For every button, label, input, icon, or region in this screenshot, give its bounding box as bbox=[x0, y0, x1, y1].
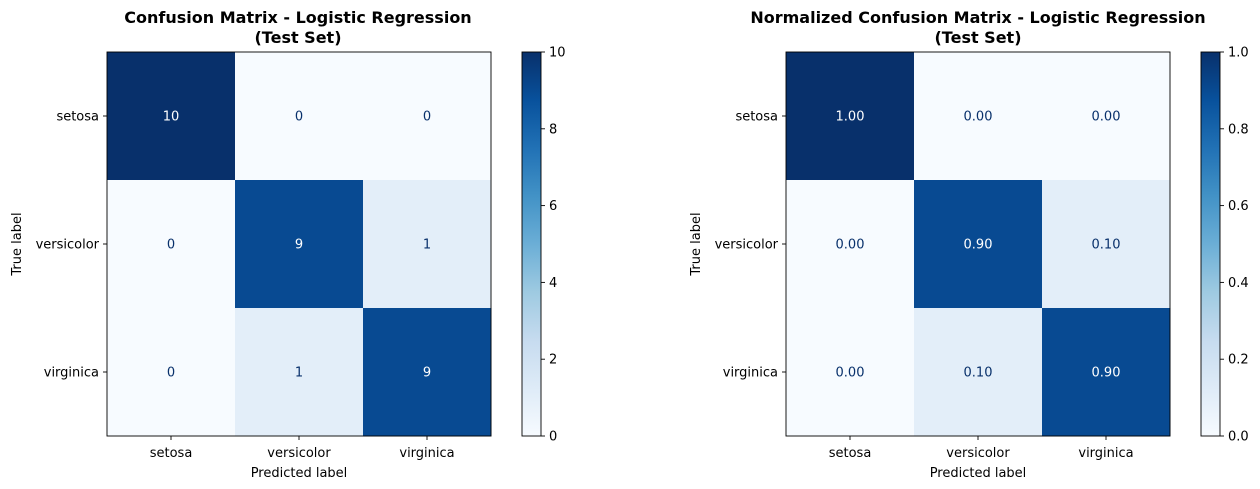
colorbar-tick-label: 10 bbox=[549, 46, 566, 61]
colorbar-frame bbox=[521, 51, 542, 437]
cell-value-label: 0 bbox=[167, 238, 175, 253]
matrix-cell-r0-c0 bbox=[107, 52, 236, 181]
cell-value-label: 0.00 bbox=[964, 110, 993, 125]
colorbar-tick-label: 0 bbox=[549, 430, 557, 445]
colorbar-tick-label: 0.0 bbox=[1228, 430, 1249, 445]
normalized-confusion-matrix-panel: 1.00 0.00 0.00 0.00 0.90 0.10 0.00 0.10 0.90 seto… bbox=[689, 8, 1249, 481]
matrix-cell-r0-c0 bbox=[786, 52, 915, 181]
cell-value-label: 1 bbox=[423, 238, 431, 253]
y-tick-label: setosa bbox=[735, 110, 778, 125]
chart-subtitle: (Test Set) bbox=[254, 28, 341, 47]
y-axis-label: True label bbox=[689, 212, 704, 276]
colorbar-tick-label: 2 bbox=[549, 353, 557, 368]
matrix-cell-r0-c1 bbox=[235, 52, 364, 181]
matrix-cell-r1-c2 bbox=[1042, 180, 1171, 309]
cell-value-label: 0.10 bbox=[1092, 238, 1121, 253]
cell-value-label: 0.00 bbox=[836, 366, 865, 381]
x-axis-label: Predicted label bbox=[930, 466, 1027, 481]
cell-value-label: 1.00 bbox=[836, 110, 865, 125]
matrix-cell-r1-c1 bbox=[914, 180, 1043, 309]
y-tick-label: versicolor bbox=[36, 238, 100, 253]
chart-title: Normalized Confusion Matrix - Logistic R… bbox=[750, 8, 1205, 27]
y-tick-label: versicolor bbox=[715, 238, 779, 253]
cell-value-label: 0.00 bbox=[1092, 110, 1121, 125]
matrix-cell-r2-c2 bbox=[363, 308, 492, 437]
colorbar-tick-label: 1.0 bbox=[1228, 46, 1249, 61]
colorbar bbox=[1201, 52, 1220, 436]
matrix-cell-r2-c0 bbox=[786, 308, 915, 437]
chart-subtitle: (Test Set) bbox=[934, 28, 1021, 47]
x-axis-label: Predicted label bbox=[251, 466, 348, 481]
colorbar bbox=[522, 52, 541, 436]
colorbar-tick-label: 0.6 bbox=[1228, 199, 1249, 214]
x-tick-label: setosa bbox=[829, 446, 872, 461]
matrix-cell-r1-c0 bbox=[107, 180, 236, 309]
matrix-cell-r0-c1 bbox=[914, 52, 1043, 181]
x-tick-label: versicolor bbox=[946, 446, 1010, 461]
matrix-cell-r1-c0 bbox=[786, 180, 915, 309]
cell-value-label: 0.90 bbox=[964, 238, 993, 253]
cell-value-label: 10 bbox=[163, 110, 180, 125]
cell-value-label: 1 bbox=[295, 366, 303, 381]
cell-value-label: 0 bbox=[167, 366, 175, 381]
y-tick-label: virginica bbox=[44, 366, 99, 381]
cell-value-label: 0 bbox=[423, 110, 431, 125]
cell-value-label: 0.00 bbox=[836, 238, 865, 253]
cell-value-label: 9 bbox=[295, 238, 303, 253]
y-tick-label: virginica bbox=[723, 366, 778, 381]
colorbar-tick-label: 0.4 bbox=[1228, 276, 1249, 291]
matrix-cell-r2-c1 bbox=[914, 308, 1043, 437]
matrix-cell-r0-c2 bbox=[1042, 52, 1171, 181]
colorbar-tick-label: 8 bbox=[549, 122, 557, 137]
x-tick-label: setosa bbox=[150, 446, 193, 461]
colorbar-tick-label: 6 bbox=[549, 199, 557, 214]
x-tick-label: virginica bbox=[399, 446, 454, 461]
matrix-cell-r2-c1 bbox=[235, 308, 364, 437]
y-tick-label: setosa bbox=[56, 110, 99, 125]
cell-value-label: 0 bbox=[295, 110, 303, 125]
cell-value-label: 0.90 bbox=[1092, 366, 1121, 381]
matrix-cell-r0-c2 bbox=[363, 52, 492, 181]
colorbar-tick-label: 0.2 bbox=[1228, 353, 1249, 368]
colorbar-frame bbox=[1200, 51, 1221, 437]
matrix-cell-r1-c1 bbox=[235, 180, 364, 309]
colorbar-tick-label: 4 bbox=[549, 276, 557, 291]
cell-value-label: 9 bbox=[423, 366, 431, 381]
y-axis-label: True label bbox=[10, 212, 25, 276]
matrix-cell-r2-c0 bbox=[107, 308, 236, 437]
matrix-cell-r1-c2 bbox=[363, 180, 492, 309]
cell-value-label: 0.10 bbox=[964, 366, 993, 381]
chart-title: Confusion Matrix - Logistic Regression bbox=[124, 8, 471, 27]
x-tick-label: versicolor bbox=[267, 446, 331, 461]
matrix-cell-r2-c2 bbox=[1042, 308, 1171, 437]
x-tick-label: virginica bbox=[1078, 446, 1133, 461]
colorbar-tick-label: 0.8 bbox=[1228, 122, 1249, 137]
